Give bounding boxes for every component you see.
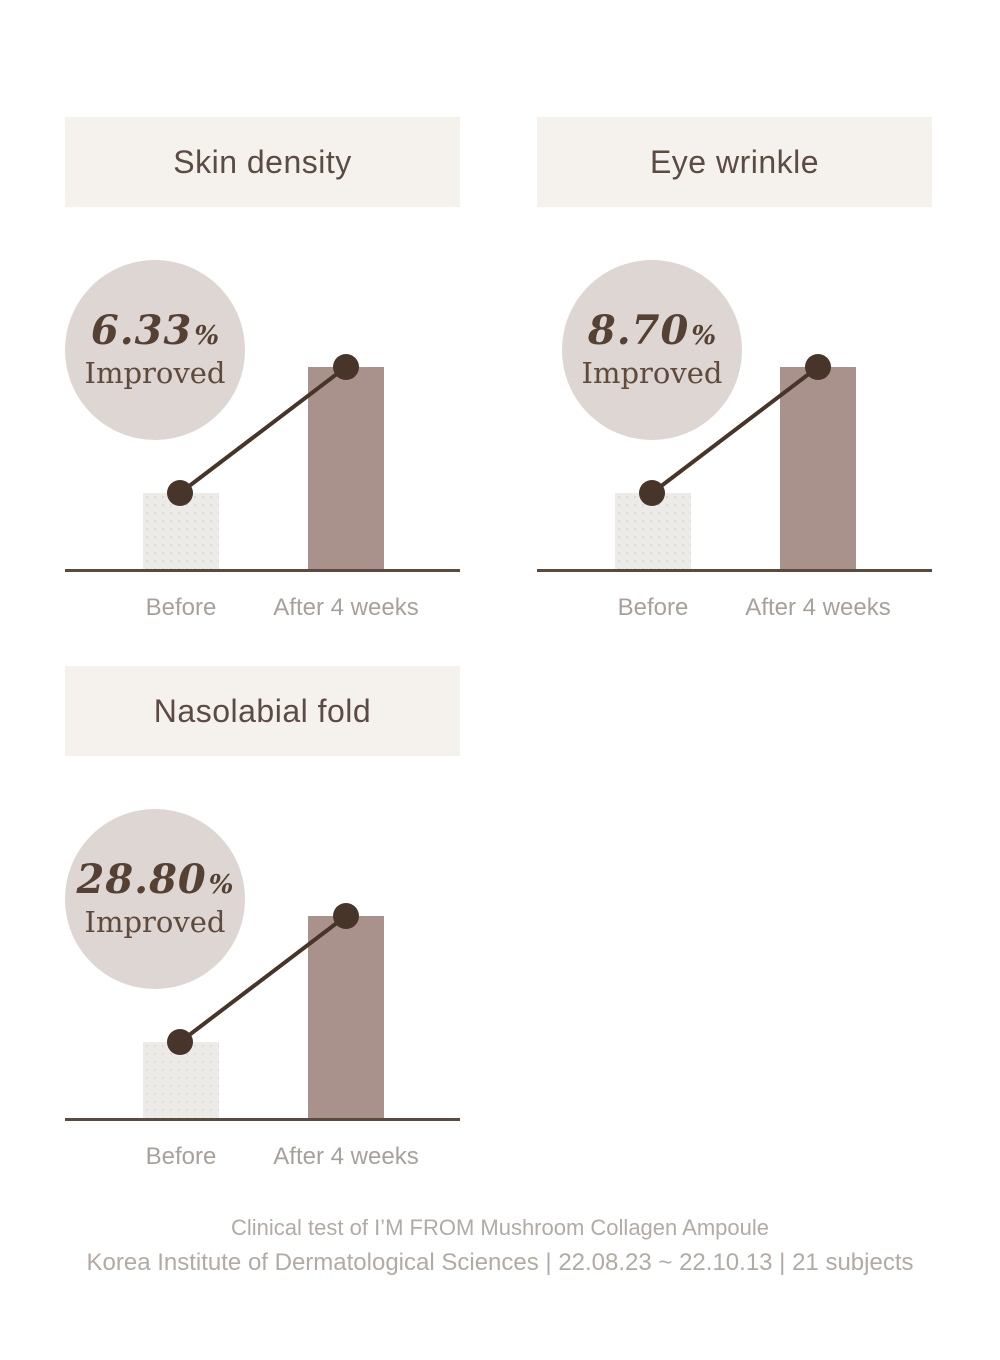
x-label-before: Before (145, 1143, 217, 1170)
trend-overlay (167, 354, 359, 506)
improvement-value: 28.80 (76, 856, 207, 903)
bar-after (308, 916, 384, 1118)
x-label-after: After 4 weeks (273, 1143, 419, 1170)
chart-panel-skin-density: Skin density 6.33% Improved Before After… (65, 117, 460, 632)
chart-title: Skin density (173, 143, 352, 180)
chart-plot: 28.80% Improved Before After 4 weeks (65, 756, 460, 1181)
percent-sign: % (194, 321, 220, 351)
x-label-after: After 4 weeks (745, 594, 891, 621)
x-label-before: Before (617, 594, 689, 621)
improvement-value: 6.33 (90, 307, 193, 354)
improvement-badge: 8.70% Improved (562, 260, 742, 440)
caption-line-2: Korea Institute of Dermatological Scienc… (86, 1249, 914, 1276)
data-point-after (333, 903, 359, 929)
improvement-label: Improved (84, 905, 226, 939)
chart-title: Eye wrinkle (649, 143, 820, 180)
data-point-before (639, 480, 665, 506)
improvement-label: Improved (84, 356, 226, 390)
improvement-number: 8.70% (588, 310, 716, 352)
caption-line-1: Clinical test of I’M FROM Mushroom Colla… (231, 1215, 769, 1240)
improvement-label: Improved (581, 356, 723, 390)
bar-after (780, 367, 856, 569)
data-point-before (167, 480, 193, 506)
chart-header: Nasolabial fold (65, 666, 460, 756)
data-point-after (805, 354, 831, 380)
improvement-number: 28.80% (77, 859, 234, 901)
trend-overlay (639, 354, 831, 506)
improvement-value: 8.70 (587, 307, 690, 354)
chart-plot: 6.33% Improved Before After 4 weeks (65, 207, 460, 632)
improvement-badge: 6.33% Improved (65, 260, 245, 440)
percent-sign: % (208, 870, 234, 900)
data-point-before (167, 1029, 193, 1055)
x-label-before: Before (145, 594, 217, 621)
chart-plot: 8.70% Improved Before After 4 weeks (537, 207, 932, 632)
chart-panel-eye-wrinkle: Eye wrinkle 8.70% Improved Before After … (537, 117, 932, 632)
trend-overlay (167, 903, 359, 1055)
trend-line (650, 365, 820, 495)
chart-header: Eye wrinkle (537, 117, 932, 207)
x-axis (65, 569, 460, 572)
chart-title: Nasolabial fold (153, 692, 372, 729)
x-axis (537, 569, 932, 572)
trend-line (178, 365, 348, 495)
bar-before (615, 493, 691, 569)
bar-after (308, 367, 384, 569)
percent-sign: % (691, 321, 717, 351)
x-label-after: After 4 weeks (273, 594, 419, 621)
trend-line (178, 914, 348, 1044)
improvement-number: 6.33% (91, 310, 219, 352)
chart-header: Skin density (65, 117, 460, 207)
x-axis (65, 1118, 460, 1121)
data-point-after (333, 354, 359, 380)
improvement-badge: 28.80% Improved (65, 809, 245, 989)
chart-panel-nasolabial-fold: Nasolabial fold 28.80% Improved Before A… (65, 666, 460, 1181)
clinical-test-caption: Clinical test of I’M FROM Mushroom Colla… (0, 1212, 1000, 1282)
